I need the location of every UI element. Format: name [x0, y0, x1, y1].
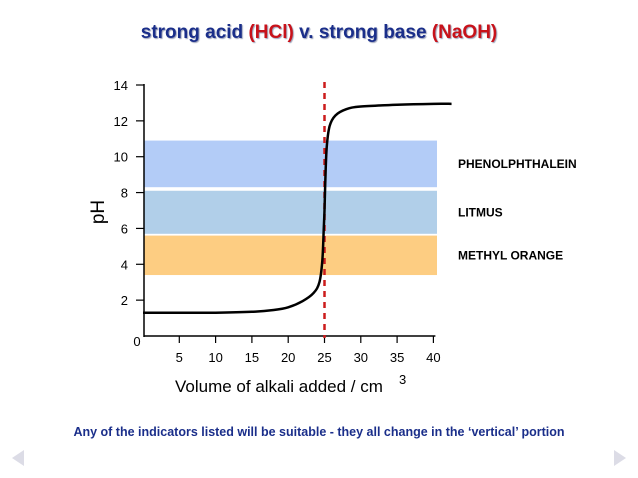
title-part-1: strong acid — [140, 22, 249, 43]
x-tick-label: 35 — [390, 350, 404, 365]
x-axis-title-superscript: 3 — [399, 372, 406, 387]
title-part-2: v. strong base — [293, 22, 432, 43]
title-acid: (HCl) — [248, 22, 294, 43]
indicator-label-litmus: LITMUS — [458, 205, 503, 219]
x-tick-label: 5 — [176, 350, 183, 365]
y-tick-label: 12 — [114, 114, 128, 129]
x-tick-label: 30 — [354, 350, 368, 365]
y-tick-label: 6 — [121, 221, 128, 236]
chart-title: strong acid (HCl) v. strong base (NaOH) — [0, 22, 638, 44]
y-tick-label: 8 — [121, 186, 128, 201]
indicator-label-methyl-orange: METHYL ORANGE — [458, 248, 563, 262]
x-tick-label: 15 — [245, 350, 259, 365]
y-tick-label: 10 — [114, 150, 128, 165]
title-base: (NaOH) — [431, 22, 498, 43]
y-tick-label: 2 — [121, 293, 128, 308]
previous-slide-arrow-icon[interactable] — [12, 450, 24, 466]
x-tick-label: 25 — [317, 350, 331, 365]
x-tick-label: 10 — [208, 350, 222, 365]
x-axis-title: Volume of alkali added / cm — [175, 377, 383, 396]
indicator-band-litmus — [144, 190, 437, 234]
indicator-band-methyl-orange — [144, 235, 437, 276]
titration-curve-line — [142, 102, 452, 315]
y-tick-label: 14 — [114, 78, 128, 93]
indicator-band-phenolphthalein — [144, 140, 437, 188]
y-tick-label: 4 — [121, 257, 128, 272]
next-slide-arrow-icon[interactable] — [614, 450, 626, 466]
x-tick-label: 40 — [426, 350, 440, 365]
y-axis-title: pH — [88, 200, 109, 224]
indicator-label-phenolphthalein: PHENOLPHTHALEIN — [458, 157, 577, 171]
x-tick-label: 0 — [133, 334, 140, 349]
footer-note: Any of the indicators listed will be sui… — [73, 425, 565, 439]
x-tick-label: 20 — [281, 350, 295, 365]
